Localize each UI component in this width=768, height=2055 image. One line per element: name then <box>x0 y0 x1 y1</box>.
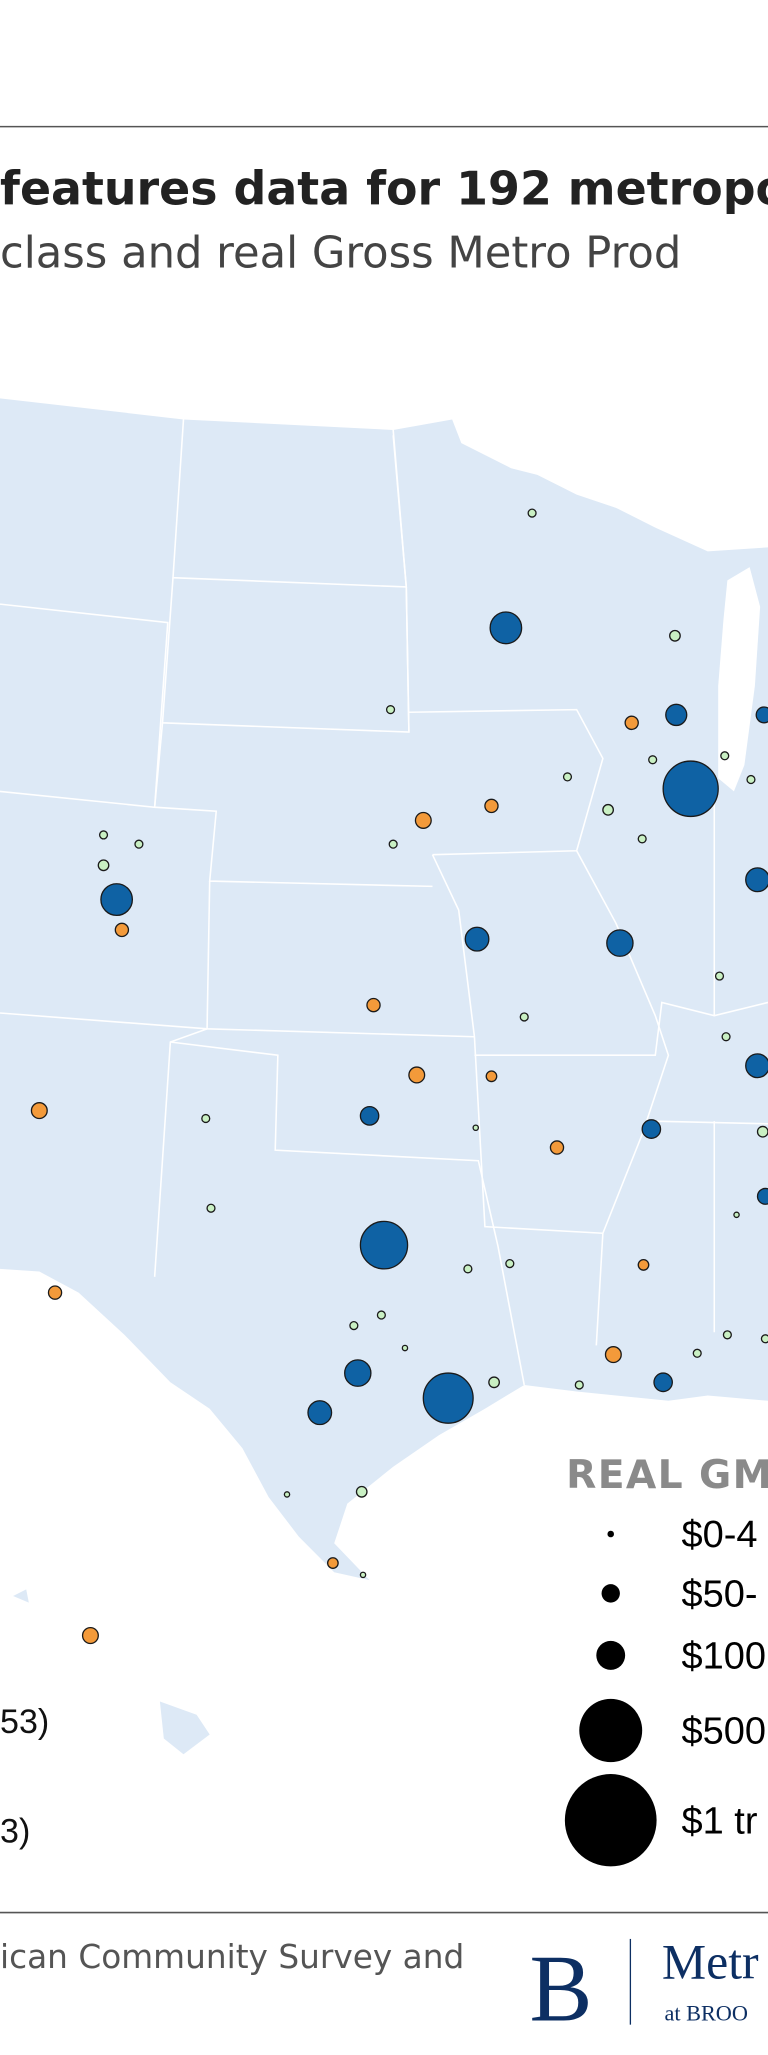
metro-dot <box>505 1258 515 1269</box>
legend-symbol <box>564 1774 657 1867</box>
metro-dot <box>464 926 490 952</box>
state-borders <box>0 419 768 1386</box>
legend-symbol <box>596 1640 626 1670</box>
legend-label: $100 <box>682 1634 767 1677</box>
hawaii <box>159 1701 210 1755</box>
metro-dot <box>641 1119 662 1139</box>
left-legend-label: 53) <box>0 1703 49 1741</box>
metro-dot <box>376 1310 386 1320</box>
metro-dot <box>366 997 381 1013</box>
metro-dot <box>574 1380 584 1390</box>
logo-name: Metr <box>662 1933 759 1989</box>
land <box>0 398 768 1581</box>
metro-dot <box>692 1348 702 1358</box>
metro-dot <box>760 1334 768 1344</box>
metro-dot <box>98 830 109 840</box>
left-legend-label: 3) <box>0 1813 30 1851</box>
metro-dot <box>637 1258 650 1271</box>
legend-label: $1 tr <box>682 1799 758 1842</box>
metro-dot <box>602 803 615 816</box>
metro-dot <box>653 1372 673 1393</box>
metro-dot <box>359 1220 409 1270</box>
metro-dot <box>624 715 639 731</box>
metro-dot <box>746 774 756 785</box>
metro-dot <box>755 706 768 724</box>
metro-dot <box>283 1491 291 1498</box>
legend-title: REAL GM <box>566 1452 768 1498</box>
metro-dot <box>359 1105 380 1126</box>
metro-dot <box>484 798 499 814</box>
metro-dot <box>81 1626 99 1645</box>
metro-dot <box>355 1485 368 1498</box>
legend-symbol <box>601 1584 620 1603</box>
metro-dot <box>665 703 688 727</box>
source-note: ican Community Survey and <box>0 1937 464 1976</box>
metro-dot <box>307 1400 333 1426</box>
logo-mark: B <box>529 1937 592 2041</box>
metro-dot <box>463 1264 473 1274</box>
metro-dot <box>722 1330 732 1340</box>
metro-dot <box>100 883 134 917</box>
metro-dot <box>721 1032 731 1042</box>
metro-dot <box>745 1053 768 1079</box>
metro-dot <box>385 705 396 715</box>
metro-dot <box>714 971 725 981</box>
metro-dot <box>720 751 730 761</box>
metro-dot <box>745 867 768 893</box>
title: features data for 192 metropo <box>0 161 768 215</box>
metro-dots <box>30 508 768 1645</box>
legend-label: $0-4 <box>682 1513 758 1556</box>
metro-dot <box>519 1012 529 1022</box>
metro-dot <box>359 1571 367 1579</box>
metro-dot <box>344 1359 372 1387</box>
legend-symbol <box>579 1698 643 1763</box>
metro-dot <box>47 1285 63 1300</box>
metro-dot <box>422 1372 474 1424</box>
subtitle: class and real Gross Metro Prod <box>0 229 681 279</box>
metro-dot <box>562 772 573 782</box>
metro-dot <box>733 1211 740 1219</box>
metro-dot <box>756 1187 768 1205</box>
us-map <box>0 398 768 1755</box>
metro-dot <box>604 1346 622 1364</box>
metro-dot <box>414 811 432 829</box>
metro-dot <box>401 1344 409 1352</box>
metro-dot <box>206 1203 216 1213</box>
metro-dot <box>669 629 681 642</box>
metro-dot <box>489 611 523 645</box>
metro-dot <box>662 760 719 818</box>
metro-dot <box>201 1113 211 1124</box>
metro-dot <box>134 839 144 849</box>
metro-dot <box>648 755 658 765</box>
metro-dot <box>472 1124 480 1132</box>
metro-dot <box>408 1066 426 1084</box>
metro-dot <box>114 922 130 938</box>
lake-michigan <box>718 567 761 792</box>
metro-dot <box>488 1376 500 1389</box>
metro-dot <box>637 834 647 844</box>
metro-dot <box>349 1320 359 1331</box>
logo-tagline: at BROO <box>664 2001 748 2026</box>
metro-dot <box>30 1102 48 1120</box>
metro-dot <box>606 929 634 957</box>
legend: $0-4 $50- $100 $500 $1 tr <box>564 1513 767 1867</box>
hawaii-island <box>13 1589 29 1603</box>
metro-dot <box>549 1140 565 1155</box>
metro-dot <box>485 1070 498 1083</box>
metro-dot <box>326 1557 339 1569</box>
legend-symbol <box>607 1530 615 1538</box>
metro-dot <box>527 508 537 518</box>
metro-dot <box>756 1125 768 1138</box>
legend-label: $500 <box>682 1710 767 1753</box>
metro-dot <box>388 839 398 849</box>
metro-dot <box>97 859 110 872</box>
legend-label: $50- <box>682 1572 758 1615</box>
